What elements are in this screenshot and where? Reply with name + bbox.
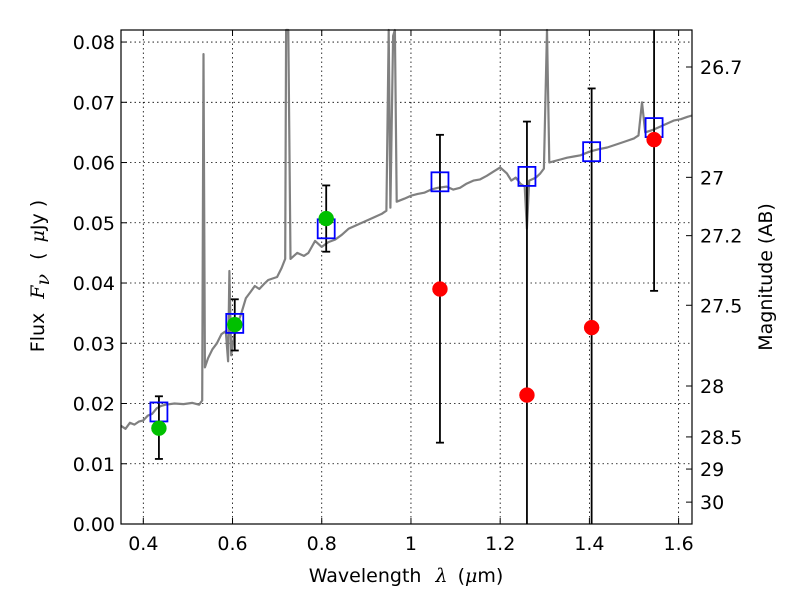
x-axis-label-symbol: λ xyxy=(434,565,447,587)
x-axis-label-unit-rest: m) xyxy=(477,565,503,587)
x-tick-label: 1.4 xyxy=(574,533,604,555)
y-tick-label: 0.03 xyxy=(73,333,115,355)
x-axis-label-text: Wavelength xyxy=(309,565,422,587)
y2-tick-label: 29 xyxy=(700,459,724,481)
x-tick-label: 1.2 xyxy=(485,533,515,555)
y-tick-label: 0.08 xyxy=(73,32,115,54)
green-point xyxy=(227,316,243,333)
x-tick-label: 1 xyxy=(405,533,417,555)
y2-tick-label: 27.2 xyxy=(700,226,742,248)
x-tick-label: 1.6 xyxy=(664,533,694,555)
x-axis-label-unit-mu: μ xyxy=(465,565,477,587)
x-tick-label: 0.8 xyxy=(307,533,337,555)
model-photometry-squares xyxy=(149,117,664,423)
x-axis-label-unit-open: ( xyxy=(458,565,465,587)
red-point xyxy=(583,319,600,336)
x-tick-label: 0.6 xyxy=(217,533,247,555)
y-tick-label: 0.06 xyxy=(73,153,115,175)
y-tick-label: 0.05 xyxy=(73,213,115,235)
y2-tick-label: 26.7 xyxy=(700,57,742,79)
y-axis-label: Flux Fν ( μJy ) xyxy=(27,200,54,352)
model-photometry-square xyxy=(430,171,450,193)
y-axis-label-subscript: ν xyxy=(32,274,54,286)
y-axis-label-symbol: F xyxy=(27,285,49,300)
grid xyxy=(121,30,692,525)
model-photometry-square xyxy=(225,312,245,334)
y2-tick-label: 30 xyxy=(700,492,724,514)
y-axis-label-unit-mu: μ xyxy=(27,230,49,242)
y-axis-label-unit-rest: Jy ) xyxy=(27,200,49,231)
plot-frame xyxy=(120,29,693,525)
red-point xyxy=(432,281,448,297)
green-point xyxy=(151,420,167,436)
x-axis-label: Wavelength λ (μm) xyxy=(309,565,504,587)
x-tick-label: 0.4 xyxy=(128,533,158,555)
red-point xyxy=(646,131,662,148)
y-tick-label: 0.00 xyxy=(73,514,115,536)
y-tick-label: 0.04 xyxy=(73,273,115,295)
observed-points xyxy=(151,131,662,436)
ticks: 0.4 0.6 0.8 1 1.2 1.4 1.6 0.00 0.01 0.02 0.03 0.04 0… xyxy=(73,30,742,555)
y-axis-label-unit-open: ( xyxy=(27,252,49,259)
spectrum-layer xyxy=(120,28,693,430)
red-point xyxy=(519,387,535,403)
y-tick-label: 0.01 xyxy=(73,454,115,476)
y-axis-label-text: Flux xyxy=(27,313,49,353)
y2-tick-label: 28 xyxy=(700,376,724,398)
y2-tick-label: 28.5 xyxy=(700,427,742,449)
y2-tick-label: 27 xyxy=(700,167,724,189)
green-point xyxy=(318,210,334,227)
y-tick-label: 0.07 xyxy=(73,92,115,114)
y2-tick-label: 27.5 xyxy=(700,295,742,317)
y-tick-label: 0.02 xyxy=(73,394,115,416)
spectrum-line xyxy=(120,28,693,430)
model-photometry-square xyxy=(582,141,602,163)
model-photometry-square xyxy=(517,165,537,187)
y2-axis-label: Magnitude (AB) xyxy=(755,203,777,351)
